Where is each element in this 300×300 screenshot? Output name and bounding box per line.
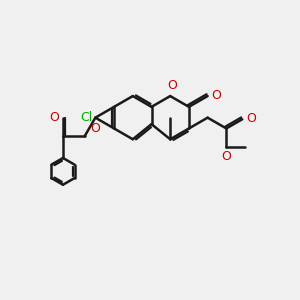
Text: O: O — [212, 89, 221, 102]
Text: O: O — [221, 150, 231, 164]
Text: O: O — [246, 112, 256, 125]
Text: O: O — [49, 111, 59, 124]
Text: O: O — [90, 122, 100, 135]
Text: O: O — [167, 80, 177, 92]
Text: Cl: Cl — [81, 111, 93, 124]
